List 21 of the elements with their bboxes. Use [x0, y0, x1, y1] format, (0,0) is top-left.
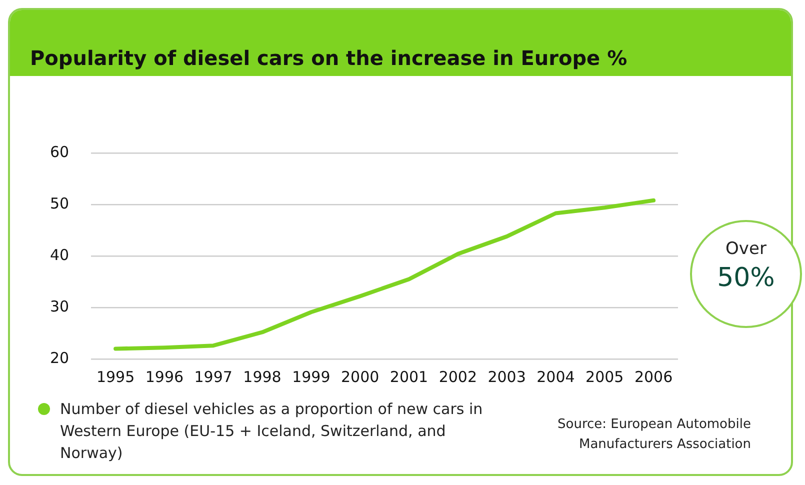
y-tick-label: 30	[50, 297, 70, 316]
legend-label: Number of diesel vehicles as a proportion of new cars in Western Europe (EU-15 + Iceland, Switzerland, and Norway)	[60, 399, 484, 464]
x-tick-label: 2002	[438, 368, 477, 386]
chart-title: Popularity of diesel cars on the increase in Europe %	[10, 10, 791, 98]
x-tick-label: 2000	[340, 368, 380, 386]
x-tick-label: 2006	[634, 368, 673, 386]
x-tick-label: 2004	[536, 368, 575, 386]
y-tick-label: 60	[50, 142, 70, 161]
x-tick-label: 2003	[488, 368, 526, 386]
x-tick-label: 1999	[292, 368, 330, 386]
x-tick-label: 1996	[145, 368, 184, 386]
y-tick-label: 50	[50, 194, 70, 212]
source-note: Source: European Automobile Manufacturers Association	[556, 416, 751, 454]
x-tick-label: 1997	[194, 368, 232, 386]
y-tick-label: 20	[50, 348, 70, 367]
x-tick-label: 1998	[243, 368, 282, 386]
x-tick-label: 2005	[586, 368, 624, 386]
y-tick-label: 40	[50, 246, 70, 264]
x-tick-label: 2001	[390, 368, 428, 386]
text: Over 50%	[716, 238, 776, 295]
x-tick-label: 1995	[96, 368, 135, 386]
